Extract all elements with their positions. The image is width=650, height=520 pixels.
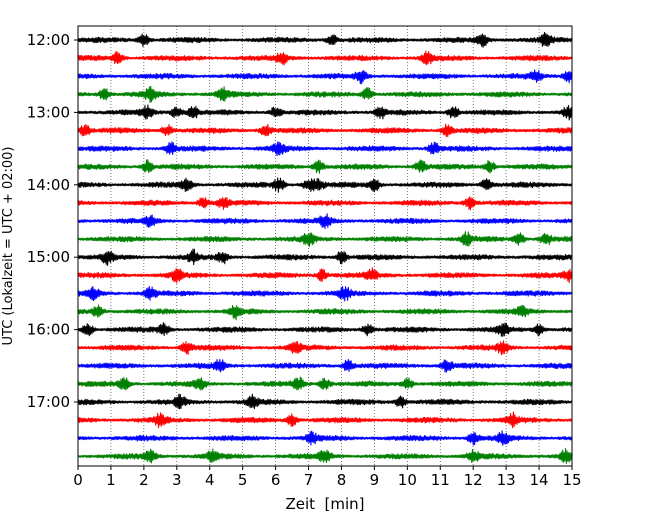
trace-1345 [77,159,573,174]
plot-frame [77,25,573,467]
x-tick-label-6: 6 [271,471,281,489]
trace-1400 [77,177,573,193]
x-axis-label: Zeit [min] [285,495,364,513]
x-tick-label-1: 1 [106,471,116,489]
trace-1315 [77,123,573,138]
trace-1230 [77,69,573,85]
y-tick-label-2: 14:00 [27,176,70,194]
trace-1330 [77,141,573,157]
x-tick-label-5: 5 [238,471,248,489]
x-tick-label-0: 0 [73,471,83,489]
seismogram-traces [77,31,573,464]
trace-1530 [77,285,573,302]
trace-1515 [77,267,573,284]
trace-1730 [77,430,573,446]
x-tick-label-13: 13 [497,471,516,489]
trace-1300 [77,104,573,121]
y-tick-label-5: 17:00 [27,393,70,411]
x-tick-label-12: 12 [464,471,483,489]
x-tick-label-11: 11 [431,471,450,489]
trace-1445 [77,231,573,247]
y-axis-ticks: 12:00 13:00 14:00 15:00 16:00 17:00 [27,31,78,411]
y-tick-label-3: 15:00 [27,248,70,266]
trace-1600 [77,322,573,337]
x-tick-label-15: 15 [562,471,581,489]
trace-1645 [77,376,573,391]
trace-1245 [77,85,573,103]
trace-1615 [77,340,573,356]
trace-1200 [77,31,573,48]
x-grid [110,26,540,466]
trace-1215 [77,50,573,66]
x-tick-label-2: 2 [139,471,149,489]
x-tick-label-4: 4 [205,471,215,489]
x-tick-label-10: 10 [398,471,417,489]
x-tick-label-3: 3 [172,471,182,489]
x-axis-ticks: 0 1 2 3 4 5 6 7 8 9 10 11 12 13 14 15 [73,466,582,489]
trace-1415 [77,196,573,211]
trace-1715 [77,411,573,429]
y-axis-label: UTC (Lokalzeit = UTC + 02:00) [1,147,16,346]
y-tick-label-1: 13:00 [27,103,70,121]
x-tick-label-7: 7 [304,471,314,489]
trace-1630 [77,359,573,373]
trace-1500 [77,248,573,266]
x-tick-label-14: 14 [530,471,549,489]
trace-1545 [77,304,573,321]
trace-1745 [77,448,573,464]
y-tick-label-0: 12:00 [27,31,70,49]
trace-1430 [77,213,573,230]
x-tick-label-9: 9 [370,471,380,489]
x-tick-label-8: 8 [337,471,347,489]
y-tick-label-4: 16:00 [27,321,70,339]
trace-1700 [77,393,573,410]
